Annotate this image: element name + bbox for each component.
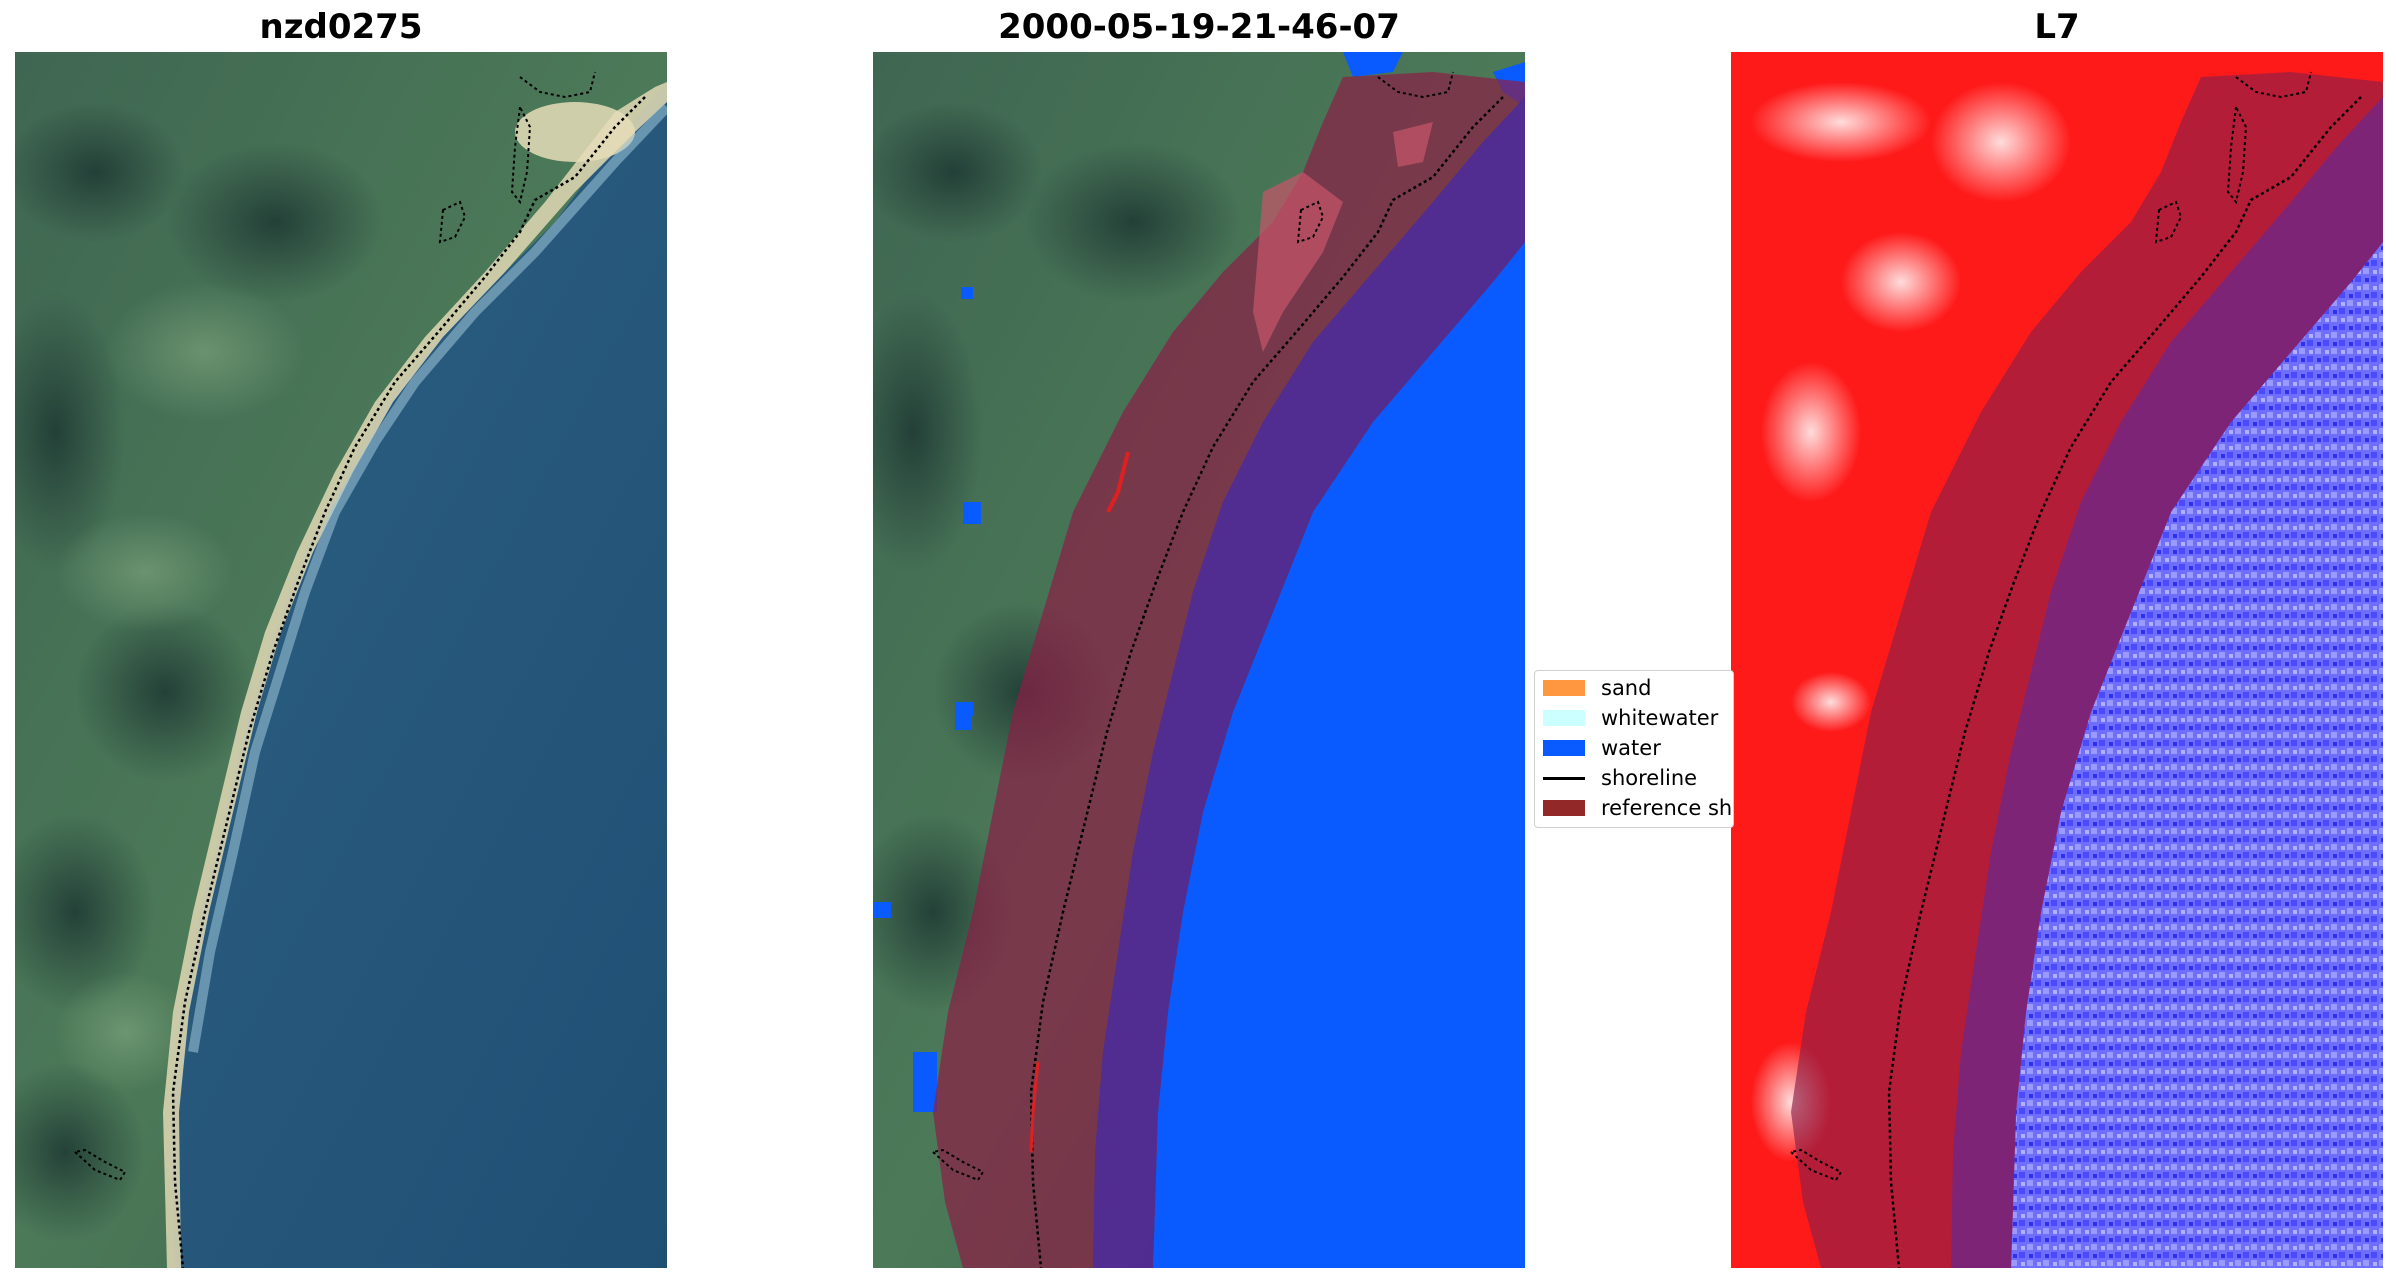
classification-image (873, 52, 1525, 1268)
legend-line-shoreline (1543, 777, 1585, 780)
legend-swatch-whitewater (1543, 710, 1585, 726)
water-class-area (1153, 242, 1525, 1268)
legend-label-reference-shoreline: reference sh (1601, 796, 1733, 820)
beach (163, 82, 667, 1268)
legend-item-sand: sand (1535, 673, 1733, 703)
water-index-area (2011, 242, 2383, 1268)
legend-swatch-water (1543, 740, 1585, 756)
legend-item-water: water (1535, 733, 1733, 763)
panel-title-satellite: L7 (2034, 7, 2080, 47)
classification-panel (873, 52, 1525, 1268)
panel-title-rgb: nzd0275 (259, 7, 423, 47)
index-panel (1731, 52, 2383, 1268)
legend-item-reference-shoreline: reference sh (1535, 793, 1733, 823)
legend-swatch-sand (1543, 680, 1585, 696)
rgb-image-panel (15, 52, 667, 1268)
panel-title-date: 2000-05-19-21-46-07 (998, 7, 1400, 47)
legend: sand whitewater water shoreline referenc… (1534, 670, 1734, 828)
rgb-image (15, 52, 667, 1268)
index-image (1731, 52, 2383, 1268)
legend-item-whitewater: whitewater (1535, 703, 1733, 733)
legend-item-shoreline: shoreline (1535, 763, 1733, 793)
shoreline-dotted (171, 96, 646, 1268)
legend-label-whitewater: whitewater (1601, 706, 1719, 730)
legend-label-water: water (1601, 736, 1661, 760)
legend-label-shoreline: shoreline (1601, 766, 1698, 790)
legend-swatch-reference-shoreline (1543, 800, 1585, 816)
legend-label-sand: sand (1601, 676, 1652, 700)
